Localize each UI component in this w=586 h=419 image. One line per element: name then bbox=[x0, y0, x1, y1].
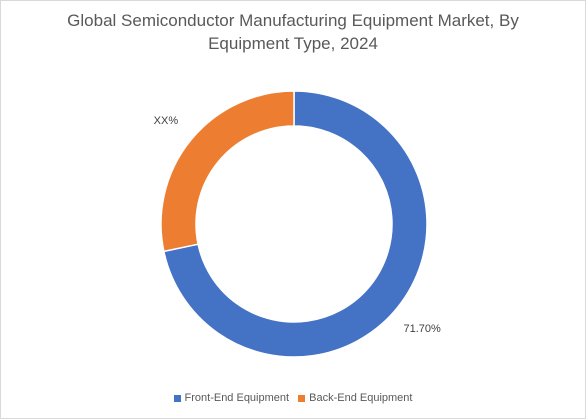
legend-swatch-back-end bbox=[298, 394, 306, 402]
chart-legend: Front-End Equipment Back-End Equipment bbox=[1, 392, 585, 405]
legend-item-front-end: Front-End Equipment bbox=[173, 392, 290, 404]
legend-label-back-end: Back-End Equipment bbox=[309, 392, 413, 404]
legend-item-back-end: Back-End Equipment bbox=[298, 392, 412, 404]
legend-label-front-end: Front-End Equipment bbox=[184, 392, 290, 404]
chart-title: Global Semiconductor Manufacturing Equip… bbox=[1, 9, 585, 55]
chart-title-line-2: Equipment Type, 2024 bbox=[208, 34, 378, 53]
data-label-back-end: XX% bbox=[154, 115, 179, 127]
data-label-front-end: 71.70% bbox=[403, 323, 441, 335]
donut-slice-front-end bbox=[162, 90, 428, 358]
chart-title-line-1: Global Semiconductor Manufacturing Equip… bbox=[67, 11, 519, 30]
legend-swatch-front-end bbox=[173, 394, 181, 402]
donut-slice-back-end bbox=[160, 90, 295, 253]
